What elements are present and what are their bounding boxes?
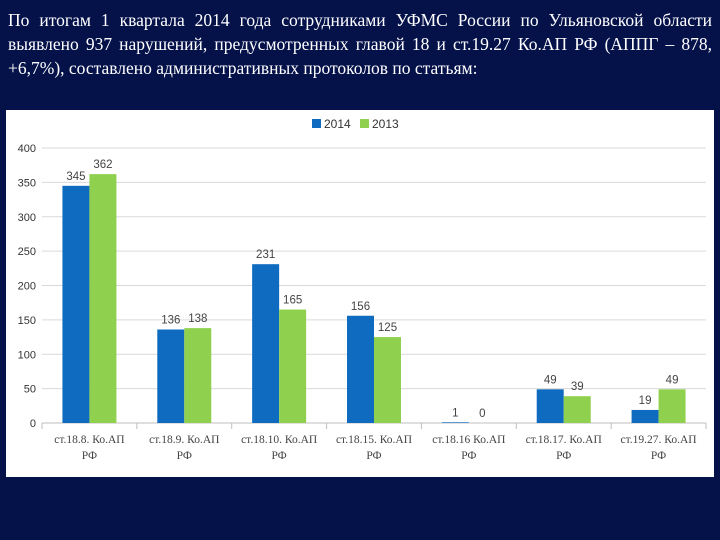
legend-entry: 2014 [324, 117, 351, 131]
y-tick-label: 300 [18, 212, 36, 224]
y-tick-label: 250 [18, 246, 36, 258]
slide-header-text: По итогам 1 квартала 2014 года сотрудник… [8, 10, 712, 78]
bar-2014 [631, 409, 659, 423]
x-category-label: ст.18.15. Ко.АП [336, 434, 412, 446]
x-category-label: РФ [177, 450, 192, 462]
y-tick-label: 0 [30, 418, 36, 430]
x-category-label: РФ [366, 450, 381, 462]
x-category-label: РФ [461, 450, 476, 462]
legend-swatch [312, 119, 321, 128]
data-label: 231 [256, 249, 275, 261]
bar-chart: 0 50 100 150 200 250 300 350 400 ст.18.8. Ко.АП РФ… [18, 117, 707, 462]
data-label: 165 [283, 295, 302, 307]
bar-2014 [157, 329, 185, 423]
x-category-label: ст.18.9. Ко.АП [149, 434, 219, 446]
x-category-label: РФ [271, 450, 286, 462]
data-label: 1 [452, 407, 458, 419]
x-category-label: ст.18.16 Ко.АП [432, 434, 505, 446]
data-label: 125 [378, 322, 397, 334]
bar-2014 [536, 389, 564, 423]
y-tick-label: 50 [24, 384, 36, 396]
data-label: 19 [639, 395, 652, 407]
bar-2014 [252, 264, 280, 423]
x-category-label: ст.18.10. Ко.АП [241, 434, 317, 446]
legend-swatch [360, 119, 369, 128]
bar-2013 [563, 396, 591, 423]
data-label: 49 [666, 374, 679, 386]
data-label: 0 [479, 408, 485, 420]
data-label: 39 [571, 381, 584, 393]
bar-2014 [347, 315, 374, 423]
data-label: 138 [188, 313, 207, 325]
bar-2013 [184, 328, 212, 423]
data-label: 136 [161, 315, 180, 327]
bar-2013 [658, 389, 686, 423]
x-category-label: ст.19.27. Ко.АП [621, 434, 697, 446]
data-label: 345 [66, 171, 85, 183]
y-tick-label: 150 [18, 315, 36, 327]
bar-2013 [374, 337, 401, 423]
y-tick-label: 200 [18, 281, 36, 293]
x-category-label: РФ [82, 450, 97, 462]
data-label: 362 [93, 159, 112, 171]
x-category-label: ст.18.17. Ко.АП [526, 434, 602, 446]
bar-2014 [62, 185, 90, 423]
data-label: 49 [544, 374, 557, 386]
chart-panel: 0 50 100 150 200 250 300 350 400 ст.18.8. Ко.АП РФ… [6, 110, 714, 477]
legend-entry: 2013 [372, 117, 399, 131]
bar-2013 [89, 174, 117, 423]
x-category-label: РФ [556, 450, 571, 462]
bar-2013 [279, 309, 307, 423]
y-tick-label: 400 [18, 143, 36, 155]
x-category-label: РФ [651, 450, 666, 462]
bar-2014 [441, 422, 469, 423]
y-tick-label: 350 [18, 177, 36, 189]
x-category-label: ст.18.8. Ко.АП [54, 434, 124, 446]
data-label: 156 [351, 301, 370, 313]
y-tick-label: 100 [18, 349, 36, 361]
